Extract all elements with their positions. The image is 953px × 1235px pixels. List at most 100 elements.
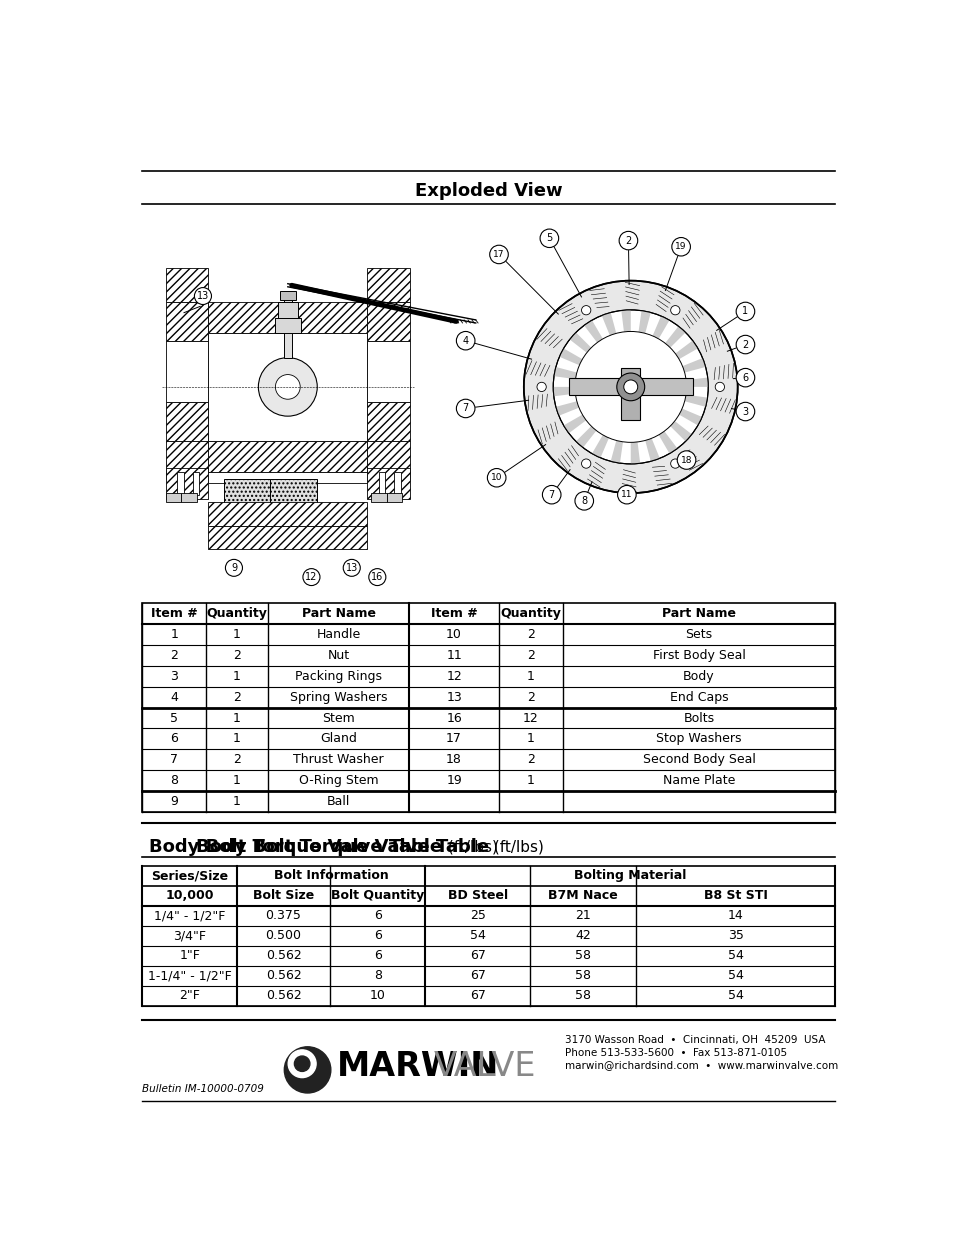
Bar: [394, 472, 400, 495]
Circle shape: [369, 568, 385, 585]
Bar: [277, 303, 297, 317]
Circle shape: [575, 492, 593, 510]
Text: B8 St STI: B8 St STI: [703, 889, 767, 903]
Text: 1: 1: [526, 732, 534, 746]
Text: Stem: Stem: [322, 711, 355, 725]
Circle shape: [303, 568, 319, 585]
Text: 16: 16: [446, 711, 461, 725]
Wedge shape: [684, 395, 707, 406]
Text: 0.500: 0.500: [265, 930, 301, 942]
Bar: [166, 403, 208, 441]
Wedge shape: [525, 351, 552, 373]
Text: 12: 12: [446, 669, 461, 683]
Text: 13: 13: [446, 690, 461, 704]
Text: 12: 12: [305, 572, 317, 582]
Circle shape: [677, 451, 695, 469]
Text: 35: 35: [727, 930, 743, 942]
Text: 58: 58: [575, 989, 591, 1003]
Wedge shape: [702, 333, 731, 358]
Circle shape: [553, 310, 707, 464]
Circle shape: [539, 228, 558, 247]
Wedge shape: [554, 367, 577, 379]
Circle shape: [671, 237, 690, 256]
Bar: [208, 472, 367, 483]
Text: 0.375: 0.375: [265, 909, 301, 923]
Text: 8: 8: [374, 969, 381, 983]
Text: 2: 2: [526, 629, 534, 641]
Text: Ball: Ball: [327, 795, 350, 808]
Text: 67: 67: [469, 950, 485, 962]
Text: Bolts: Bolts: [682, 711, 714, 725]
Text: 17: 17: [493, 249, 504, 259]
Wedge shape: [644, 438, 659, 462]
Wedge shape: [537, 319, 566, 346]
Text: 54: 54: [727, 989, 743, 1003]
Circle shape: [670, 305, 679, 315]
Bar: [378, 472, 385, 495]
Bar: [620, 368, 639, 420]
Text: Second Body Seal: Second Body Seal: [641, 753, 755, 766]
Bar: [208, 303, 367, 333]
Text: Bolt Information: Bolt Information: [274, 869, 388, 882]
Text: 19: 19: [446, 774, 461, 787]
Text: Sets: Sets: [684, 629, 712, 641]
Circle shape: [715, 383, 723, 391]
Text: MARWIN: MARWIN: [336, 1050, 498, 1083]
Wedge shape: [644, 466, 667, 492]
Wedge shape: [601, 312, 616, 336]
Wedge shape: [523, 387, 548, 405]
Circle shape: [617, 485, 636, 504]
Text: 1: 1: [233, 732, 241, 746]
Circle shape: [736, 336, 754, 353]
Text: Gland: Gland: [320, 732, 356, 746]
Text: 2: 2: [526, 648, 534, 662]
Text: Handle: Handle: [316, 629, 360, 641]
Text: 2: 2: [741, 340, 748, 350]
Text: 67: 67: [469, 969, 485, 983]
Circle shape: [275, 374, 300, 399]
Bar: [371, 493, 386, 503]
Bar: [166, 468, 208, 499]
Text: Part Name: Part Name: [301, 608, 375, 620]
Text: 3: 3: [171, 669, 178, 683]
Circle shape: [294, 1056, 310, 1072]
Bar: [270, 479, 316, 510]
Bar: [367, 403, 410, 441]
Circle shape: [225, 559, 242, 577]
Text: 16: 16: [371, 572, 383, 582]
Text: 1-1/4" - 1/2"F: 1-1/4" - 1/2"F: [148, 969, 232, 983]
Text: Body: Body: [682, 669, 714, 683]
Text: 1: 1: [233, 669, 241, 683]
Circle shape: [542, 485, 560, 504]
Text: 1"F: 1"F: [179, 950, 200, 962]
Bar: [274, 317, 301, 333]
Circle shape: [456, 399, 475, 417]
Text: 54: 54: [727, 969, 743, 983]
Circle shape: [670, 459, 679, 468]
Text: Exploded View: Exploded View: [415, 182, 562, 200]
Bar: [367, 268, 410, 303]
Bar: [181, 493, 196, 503]
Bar: [224, 479, 270, 510]
Text: 12: 12: [522, 711, 538, 725]
Circle shape: [489, 246, 508, 264]
Bar: [284, 290, 292, 358]
Text: Bulletin IM-10000-0709: Bulletin IM-10000-0709: [142, 1084, 264, 1094]
Text: 1: 1: [741, 306, 748, 316]
Wedge shape: [713, 368, 737, 387]
Text: 10,000: 10,000: [166, 889, 213, 903]
Bar: [367, 441, 410, 479]
Wedge shape: [630, 280, 649, 305]
Wedge shape: [553, 387, 575, 396]
Wedge shape: [558, 348, 582, 366]
Wedge shape: [583, 320, 602, 342]
Circle shape: [288, 1050, 315, 1078]
Text: Phone 513-533-5600  •  Fax 513-871-0105: Phone 513-533-5600 • Fax 513-871-0105: [564, 1047, 786, 1057]
Text: 21: 21: [575, 909, 590, 923]
Wedge shape: [620, 310, 630, 332]
Text: Spring Washers: Spring Washers: [290, 690, 387, 704]
Text: 13: 13: [345, 563, 357, 573]
Text: 13: 13: [196, 291, 209, 301]
Text: Thrust Washer: Thrust Washer: [293, 753, 383, 766]
Text: Body Bolt Torque Valve Table: Body Bolt Torque Valve Table: [149, 837, 442, 856]
